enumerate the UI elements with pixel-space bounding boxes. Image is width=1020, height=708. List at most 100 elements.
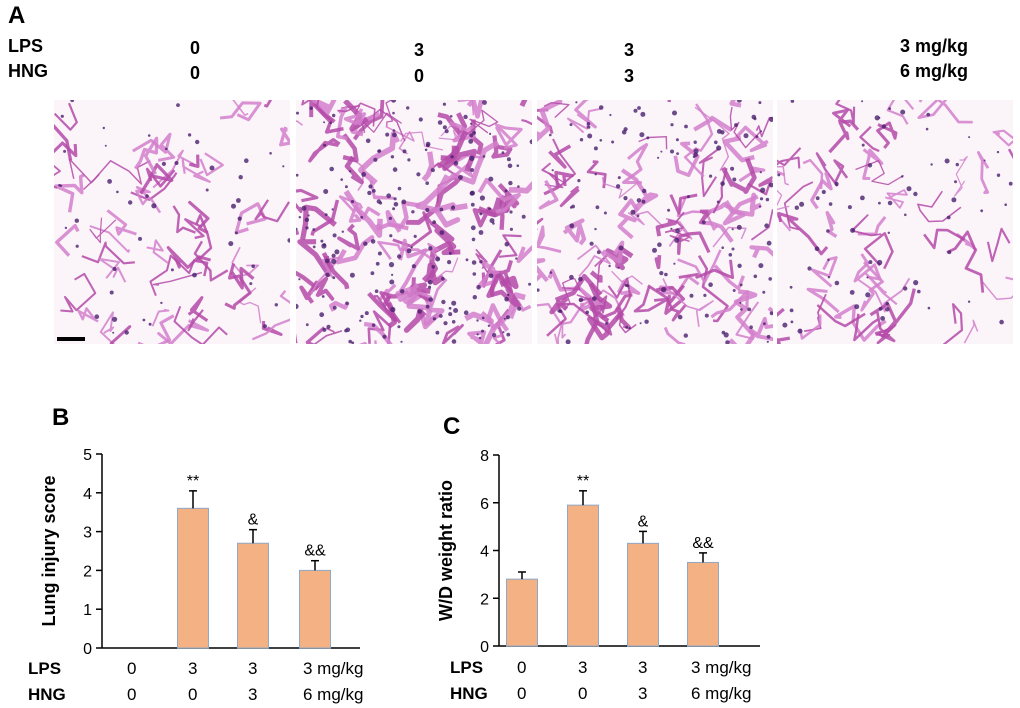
tissue-septum bbox=[863, 232, 894, 270]
tissue-nucleus bbox=[400, 340, 403, 343]
tissue-septum bbox=[363, 321, 393, 344]
tissue-septum bbox=[337, 223, 360, 251]
tissue-nucleus bbox=[821, 189, 826, 195]
tissue-nucleus bbox=[463, 114, 468, 120]
tissue-nucleus bbox=[116, 190, 119, 194]
tissue-septum bbox=[421, 151, 435, 182]
tissue-septum bbox=[232, 100, 249, 116]
tissue-nucleus bbox=[789, 308, 794, 313]
tissue-nucleus bbox=[946, 215, 951, 220]
tissue-septum bbox=[437, 130, 468, 169]
tissue-septum bbox=[478, 199, 510, 230]
tissue-septum bbox=[698, 209, 712, 225]
tissue-septum bbox=[662, 278, 714, 327]
bar bbox=[299, 569, 331, 649]
tissue-septum bbox=[738, 166, 766, 183]
tissue-septum bbox=[508, 180, 532, 194]
tissue-septum bbox=[855, 159, 904, 186]
tissue-nucleus bbox=[667, 208, 671, 212]
tissue-septum bbox=[546, 302, 613, 337]
tissue-nucleus bbox=[392, 167, 398, 172]
tissue-nucleus bbox=[765, 197, 770, 202]
tissue-nucleus bbox=[764, 223, 769, 228]
tissue-nucleus bbox=[769, 311, 773, 316]
tissue-septum bbox=[859, 125, 880, 153]
tissue-nucleus bbox=[296, 227, 298, 231]
tissue-nucleus bbox=[142, 318, 146, 322]
tissue-septum bbox=[622, 143, 649, 185]
tissue-septum bbox=[106, 209, 137, 236]
tissue-nucleus bbox=[390, 306, 396, 313]
tissue-nucleus bbox=[482, 100, 487, 105]
tissue-nucleus bbox=[799, 201, 805, 207]
tissue-septum bbox=[98, 257, 127, 283]
tissue-septum bbox=[647, 284, 687, 322]
tissue-septum bbox=[60, 272, 97, 313]
tissue-nucleus bbox=[360, 215, 364, 219]
tissue-nucleus bbox=[488, 207, 491, 211]
tissue-nucleus bbox=[444, 129, 449, 134]
tissue-nucleus bbox=[630, 209, 636, 215]
tissue-septum bbox=[956, 233, 978, 252]
x-hng-value: 0 bbox=[127, 685, 136, 704]
tissue-nucleus bbox=[345, 301, 349, 306]
tissue-septum bbox=[669, 230, 691, 243]
tissue-septum bbox=[810, 171, 833, 210]
tissue-nucleus bbox=[471, 237, 476, 242]
tissue-septum bbox=[151, 308, 170, 327]
tissue-nucleus bbox=[628, 327, 631, 330]
tissue-nucleus bbox=[740, 308, 743, 311]
tissue-septum bbox=[199, 152, 224, 177]
tissue-nucleus bbox=[361, 172, 367, 177]
tissue-nucleus bbox=[880, 316, 885, 321]
tissue-nucleus bbox=[999, 319, 1004, 325]
tissue-nucleus bbox=[374, 289, 379, 293]
tissue-nucleus bbox=[708, 282, 713, 287]
tissue-nucleus bbox=[503, 317, 506, 320]
tissue-nucleus bbox=[881, 124, 886, 129]
tissue-nucleus bbox=[249, 282, 253, 286]
panel-a-hng-value-3: 3 bbox=[624, 66, 635, 86]
tissue-nucleus bbox=[325, 272, 330, 277]
tissue-nucleus bbox=[599, 139, 603, 142]
tissue-septum bbox=[548, 144, 572, 169]
tissue-septum bbox=[683, 103, 714, 178]
tissue-nucleus bbox=[901, 175, 904, 178]
tissue-nucleus bbox=[370, 239, 376, 244]
tissue-nucleus bbox=[393, 202, 399, 207]
tissue-septum bbox=[135, 186, 162, 214]
tissue-septum bbox=[516, 244, 532, 264]
tissue-septum bbox=[633, 286, 670, 313]
tissue-nucleus bbox=[768, 277, 772, 281]
tissue-nucleus bbox=[145, 194, 149, 198]
tissue-nucleus bbox=[732, 177, 737, 182]
tissue-nucleus bbox=[516, 164, 520, 167]
tissue-septum bbox=[953, 156, 968, 197]
tissue-nucleus bbox=[371, 323, 376, 327]
tissue-nucleus bbox=[768, 182, 773, 188]
tissue-nucleus bbox=[367, 190, 372, 196]
tissue-septum bbox=[54, 102, 78, 131]
tissue-nucleus bbox=[492, 333, 497, 338]
tissue-nucleus bbox=[320, 239, 324, 243]
tissue-septum bbox=[537, 258, 549, 283]
tissue-septum bbox=[344, 155, 364, 185]
tissue-nucleus bbox=[442, 102, 446, 106]
tissue-septum bbox=[663, 326, 686, 344]
tissue-nucleus bbox=[479, 195, 485, 201]
tissue-nucleus bbox=[528, 282, 532, 286]
tissue-septum bbox=[173, 305, 228, 344]
tissue-septum bbox=[343, 189, 383, 238]
tissue-nucleus bbox=[652, 247, 657, 253]
tissue-nucleus bbox=[782, 322, 788, 328]
tissue-nucleus bbox=[737, 263, 742, 268]
tissue-nucleus bbox=[797, 328, 803, 334]
tissue-septum bbox=[187, 296, 209, 322]
tissue-nucleus bbox=[847, 205, 852, 210]
tissue-nucleus bbox=[501, 151, 505, 154]
tissue-nucleus bbox=[478, 230, 484, 235]
tissue-septum bbox=[146, 239, 169, 265]
tissue-nucleus bbox=[646, 136, 650, 140]
tissue-septum bbox=[677, 249, 722, 284]
